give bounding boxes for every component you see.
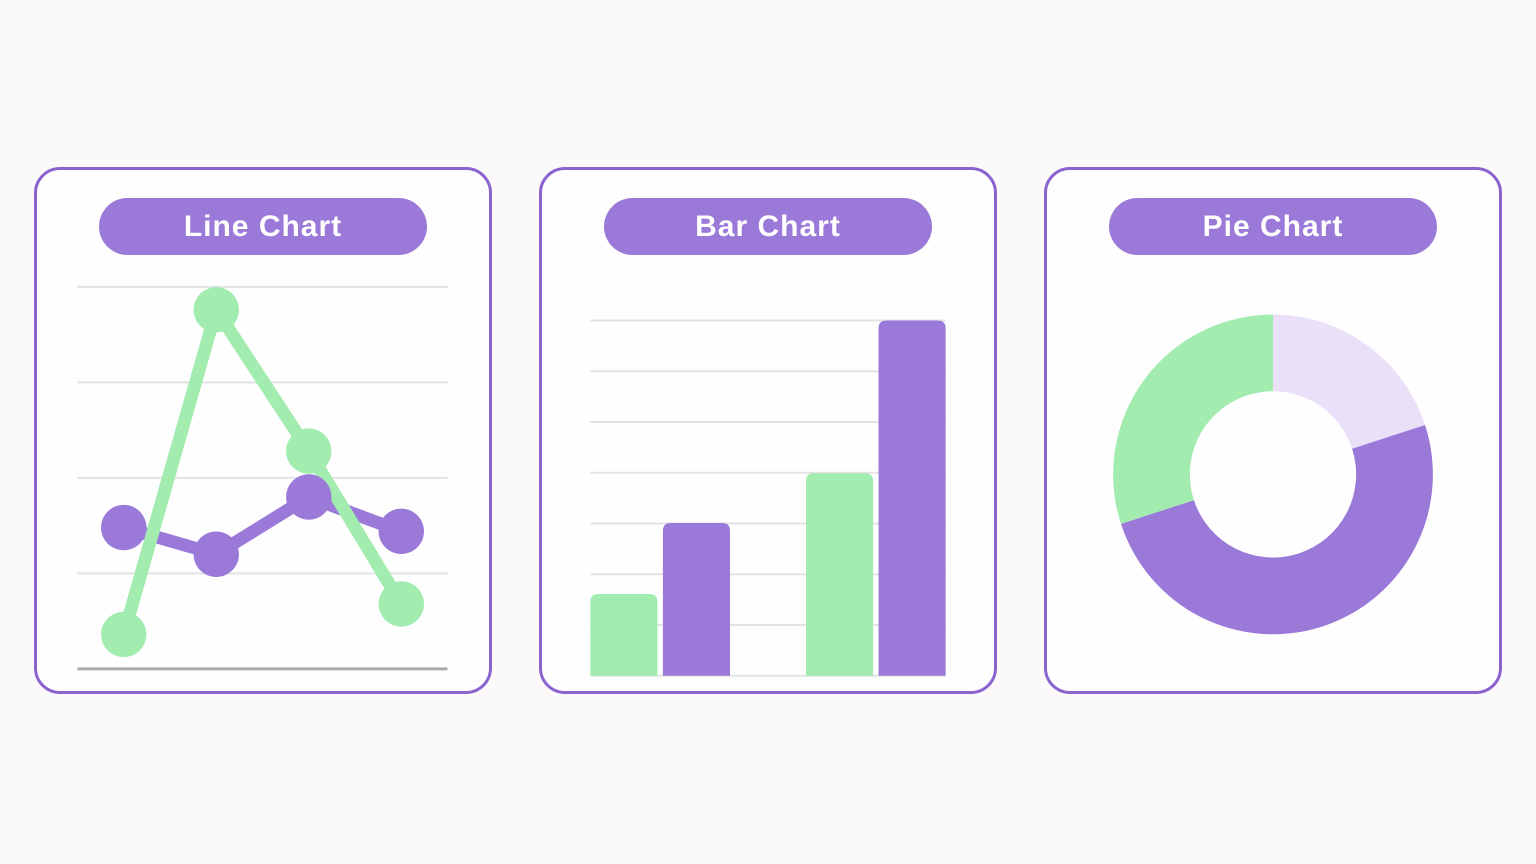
line-chart-canvas bbox=[37, 170, 489, 691]
bar-chart-card: Bar Chart bbox=[539, 167, 997, 694]
bar-chart-title: Bar Chart bbox=[695, 209, 841, 243]
data-point-green bbox=[101, 611, 147, 658]
data-point-green bbox=[193, 287, 239, 333]
line-chart-title: Line Chart bbox=[183, 209, 343, 243]
pie-slice-lavender bbox=[1273, 314, 1426, 449]
data-point-green bbox=[286, 428, 332, 474]
pie-chart-canvas bbox=[1047, 170, 1499, 691]
pie-chart-title-pill: Pie Chart bbox=[1109, 198, 1437, 255]
line-series-purple bbox=[117, 490, 408, 561]
bar-chart-svg bbox=[590, 319, 946, 677]
bar-chart-canvas bbox=[542, 170, 994, 691]
pie-slice-purple bbox=[1120, 425, 1433, 635]
data-point-purple bbox=[378, 508, 424, 555]
cards-row: Line Chart Bar Chart Pie Chart bbox=[34, 167, 1502, 694]
data-point-purple bbox=[193, 531, 239, 577]
pie-chart-title: Pie Chart bbox=[1202, 209, 1344, 243]
line-series-green bbox=[117, 303, 408, 641]
bar-purple-2 bbox=[878, 320, 946, 676]
bar-green-1 bbox=[590, 594, 658, 676]
bar-green-2 bbox=[805, 473, 874, 676]
line-chart-title-pill: Line Chart bbox=[99, 198, 427, 255]
pie-slice-green bbox=[1113, 314, 1273, 524]
pie-chart-svg bbox=[1113, 314, 1433, 635]
data-point-purple bbox=[101, 504, 147, 551]
line-chart-card: Line Chart bbox=[34, 167, 492, 694]
data-point-green bbox=[378, 581, 424, 627]
data-point-purple bbox=[286, 474, 332, 520]
pie-chart-card: Pie Chart bbox=[1044, 167, 1502, 694]
bar-purple-1 bbox=[662, 522, 731, 676]
bar-chart-title-pill: Bar Chart bbox=[604, 198, 932, 255]
line-chart-svg bbox=[77, 285, 448, 671]
